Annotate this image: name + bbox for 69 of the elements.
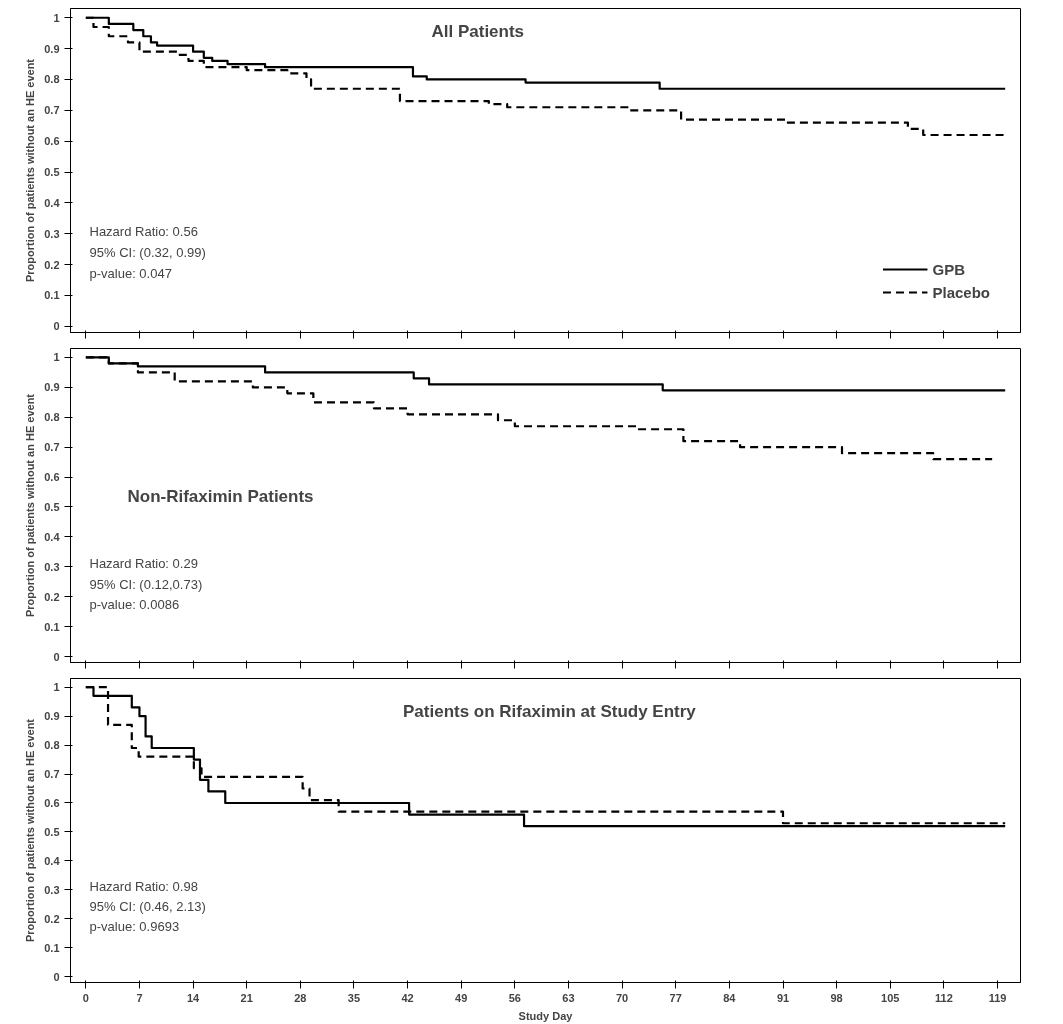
y-tick-label: 0 bbox=[53, 320, 60, 333]
annotation: p-value: 0.047 bbox=[89, 265, 172, 281]
annotation: Hazard Ratio: 0.98 bbox=[89, 879, 198, 895]
y-tick-label: 0.4 bbox=[44, 530, 61, 543]
y-tick-label: 0.9 bbox=[44, 381, 60, 394]
x-tick-label: 70 bbox=[616, 991, 629, 1004]
y-tick-label: 0.6 bbox=[44, 135, 60, 148]
annotation: Hazard Ratio: 0.29 bbox=[89, 556, 198, 572]
y-tick-label: 0.2 bbox=[44, 258, 60, 271]
annotation: 95% CI: (0.46, 2.13) bbox=[89, 899, 206, 915]
y-tick-label: 0 bbox=[53, 650, 60, 663]
annotation: 95% CI: (0.32, 0.99) bbox=[89, 244, 206, 260]
y-tick-label: 0.9 bbox=[44, 710, 60, 723]
x-axis-title: Study Day bbox=[518, 1009, 574, 1022]
y-tick-label: 0.1 bbox=[44, 620, 60, 633]
x-tick-label: 49 bbox=[455, 991, 468, 1004]
y-tick-label: 0.4 bbox=[44, 196, 61, 209]
y-tick-label: 0.1 bbox=[44, 289, 60, 302]
y-tick-label: 0.7 bbox=[44, 768, 60, 781]
x-tick-label: 0 bbox=[82, 991, 89, 1004]
y-axis-title: Proportion of patients without an HE event bbox=[24, 393, 37, 618]
x-tick-label: 56 bbox=[508, 991, 521, 1004]
y-tick-label: 0 bbox=[53, 970, 60, 983]
y-tick-label: 0.5 bbox=[44, 166, 60, 179]
x-tick-label: 98 bbox=[830, 991, 843, 1004]
annotation: Hazard Ratio: 0.56 bbox=[89, 223, 198, 239]
y-tick-label: 0.8 bbox=[44, 739, 60, 752]
y-tick-label: 0.6 bbox=[44, 471, 60, 484]
x-tick-label: 35 bbox=[347, 991, 361, 1004]
x-tick-label: 28 bbox=[294, 991, 307, 1004]
y-tick-label: 1 bbox=[53, 11, 60, 24]
y-axis-title: Proportion of patients without an HE event bbox=[24, 718, 37, 943]
y-tick-label: 0.5 bbox=[44, 501, 60, 513]
y-axis-title: Proportion of patients without an HE event bbox=[24, 58, 37, 283]
x-tick-label: 119 bbox=[988, 991, 1007, 1004]
x-tick-label: 63 bbox=[562, 991, 575, 1004]
x-tick-label: 21 bbox=[240, 991, 253, 1004]
x-tick-label: 91 bbox=[776, 991, 790, 1004]
y-tick-label: 0.6 bbox=[44, 797, 60, 809]
y-tick-label: 0.3 bbox=[44, 227, 60, 240]
y-tick-label: 0.5 bbox=[44, 825, 60, 838]
text: All Patients bbox=[431, 21, 525, 41]
text: Patients on Rifaximin at Study Entry bbox=[403, 702, 697, 722]
y-tick-label: 0.3 bbox=[44, 560, 60, 573]
y-tick-label: 0.4 bbox=[44, 854, 61, 867]
y-tick-label: 0.2 bbox=[44, 912, 60, 925]
x-tick-label: 84 bbox=[723, 991, 737, 1004]
legend-label: Placebo bbox=[932, 283, 990, 301]
y-tick-label: 0.7 bbox=[44, 441, 60, 454]
legend-label: GPB bbox=[932, 260, 965, 278]
annotation: p-value: 0.0086 bbox=[89, 597, 180, 613]
y-tick-label: 0.2 bbox=[44, 590, 60, 603]
x-tick-label: 42 bbox=[401, 991, 414, 1004]
y-tick-label: 1 bbox=[53, 681, 60, 694]
x-tick-label: 14 bbox=[186, 991, 201, 1004]
y-tick-label: 0.9 bbox=[44, 42, 60, 55]
x-tick-label: 7 bbox=[136, 991, 143, 1004]
y-tick-label: 0.8 bbox=[44, 411, 60, 424]
y-tick-label: 0.7 bbox=[44, 104, 60, 117]
y-tick-label: 0.1 bbox=[44, 941, 60, 954]
y-tick-label: 0.3 bbox=[44, 883, 60, 896]
annotation: p-value: 0.9693 bbox=[89, 918, 180, 934]
y-tick-label: 0.8 bbox=[44, 73, 60, 86]
x-tick-label: 77 bbox=[669, 991, 682, 1004]
y-tick-label: 1 bbox=[53, 351, 60, 364]
text: Non-Rifaximin Patients bbox=[127, 486, 314, 506]
x-tick-label: 112 bbox=[935, 991, 953, 1004]
annotation: 95% CI: (0.12,0.73) bbox=[89, 576, 203, 592]
x-tick-label: 105 bbox=[881, 991, 900, 1004]
